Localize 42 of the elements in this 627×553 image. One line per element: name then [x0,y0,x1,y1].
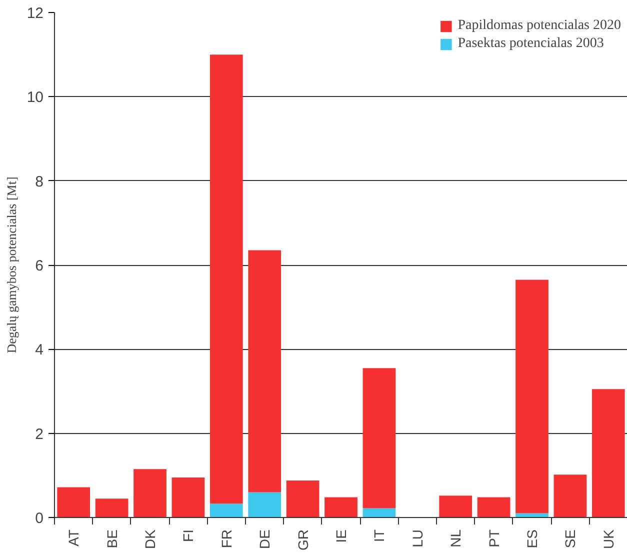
x-tick-label: AT [66,529,82,546]
legend-label: Pasektas potencialas 2003 [458,36,604,52]
x-tick-label: FI [180,529,196,542]
x-tick-label: SE [562,529,578,548]
bar [362,368,396,508]
bar [477,497,510,518]
y-tick-label: 0 [35,510,44,527]
x-tick-label: BE [104,529,120,548]
bar [362,508,396,518]
bar [172,478,205,518]
x-tick-label: DK [142,528,158,549]
x-tick-label: UK [600,528,616,549]
bar [554,474,587,518]
y-tick-label: 2 [35,426,44,443]
x-tick-label: PT [486,529,502,548]
bar [248,250,282,492]
bar [324,497,358,518]
bar [592,389,625,518]
x-tick-label: IE [333,529,349,543]
bar [95,498,128,518]
bar [210,504,243,518]
bar [516,280,548,514]
y-tick-label: 8 [35,173,44,190]
bar [286,480,320,518]
x-tick-label: ES [524,529,540,548]
legend-label: Papildomas potencialas 2020 [458,18,621,34]
x-tick-label: LU [409,529,426,548]
bar [57,487,90,518]
y-tick-label: 4 [35,342,44,359]
y-tick-label: 10 [26,89,44,106]
y-axis-title: Degalų gamybos potencialas [Mt] [4,176,19,354]
x-tick-label: IT [371,529,388,542]
bar [439,496,472,518]
x-tick-label: NL [448,529,464,548]
y-tick-label: 6 [35,258,44,274]
y-tick-label: 12 [26,5,44,22]
bar [248,492,282,518]
bar [134,469,166,518]
x-tick-label: FR [218,529,234,548]
x-tick-label: GR [294,530,311,550]
bar [210,54,243,504]
x-tick-label: DE [256,529,273,549]
